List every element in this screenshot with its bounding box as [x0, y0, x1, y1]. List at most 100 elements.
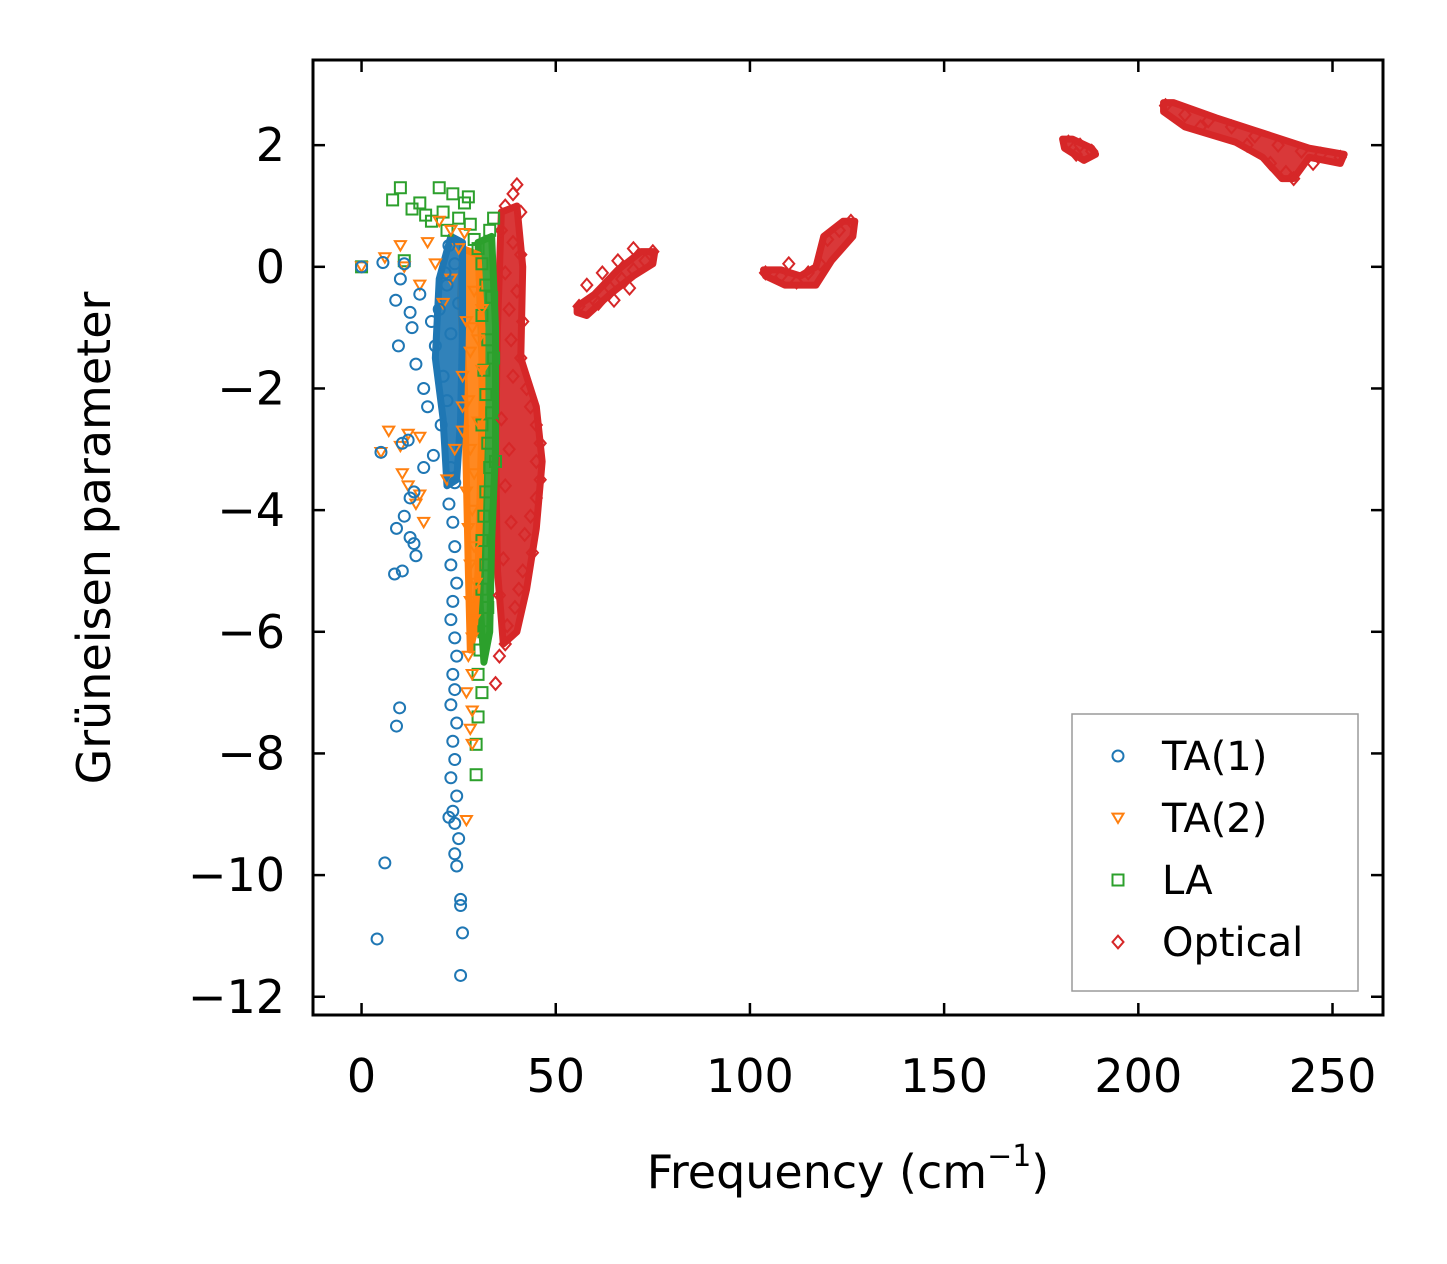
data-point-la-5: [413, 196, 427, 210]
data-point-la-19: [479, 278, 493, 292]
data-point-ta1-29: [417, 461, 431, 475]
data-point-la-8: [432, 181, 446, 195]
data-point-ta2-52: [474, 364, 490, 378]
data-point-ta1-50: [444, 613, 458, 627]
data-point-ta1-63: [452, 832, 466, 846]
data-point-ta2-34: [459, 486, 474, 499]
data-point-optical-26: [508, 599, 522, 616]
data-point-optical-47: [626, 240, 641, 257]
data-point-optical-49: [607, 292, 621, 309]
data-point-ta1-41: [370, 932, 384, 946]
data-point-la-17: [471, 242, 485, 256]
data-point-ta1-60: [450, 789, 464, 803]
data-point-optical-3: [513, 204, 528, 220]
data-point-la-11: [446, 187, 460, 201]
data-point-ta1-28: [403, 491, 417, 505]
data-point-ta2-47: [463, 723, 478, 737]
data-point-la-16: [467, 232, 481, 246]
data-point-optical-78: [1306, 155, 1320, 172]
data-point-optical-73: [1263, 155, 1278, 172]
data-point-optical-41: [626, 262, 641, 278]
data-point-optical-24: [515, 563, 530, 579]
data-point-ta1-69: [454, 968, 468, 982]
data-point-ta1-36: [388, 567, 402, 581]
data-point-la-43: [487, 351, 501, 365]
data-point-optical-68: [1248, 128, 1262, 144]
data-point-ta1-39: [390, 719, 404, 733]
data-point-la-10: [440, 223, 454, 237]
data-point-ta2-49: [459, 814, 474, 828]
data-point-ta1-40: [378, 856, 392, 870]
data-point-ta2-38: [463, 559, 478, 572]
data-point-ta1-15: [436, 369, 450, 383]
y-tick-label: −12: [188, 970, 285, 1024]
data-point-optical-45: [595, 265, 610, 281]
data-point-la-14: [461, 190, 475, 204]
data-point-ta1-58: [448, 753, 462, 767]
x-axis-label-close: ): [1031, 1145, 1049, 1199]
data-point-optical-20: [529, 490, 544, 506]
data-point-optical-6: [513, 246, 528, 263]
x-tick-label: 100: [706, 1049, 794, 1103]
data-point-ta2-13: [461, 395, 476, 408]
data-point-optical-50: [622, 280, 637, 296]
data-point-ta1-9: [413, 287, 427, 301]
data-point-optical-56: [820, 231, 835, 248]
y-tick-label: 0: [256, 240, 285, 294]
data-point-ta2-31: [455, 425, 470, 438]
data-point-ta2-22: [381, 425, 396, 438]
data-point-ta1-42: [444, 461, 458, 475]
data-point-ta2-51: [470, 416, 486, 429]
y-tick-label: −6: [217, 605, 285, 659]
data-point-ta1-52: [450, 649, 464, 663]
data-point-optical-57: [832, 222, 847, 239]
x-tick-label: 200: [1094, 1049, 1182, 1103]
data-point-ta2-17: [443, 224, 459, 238]
data-point-optical-36: [492, 587, 507, 604]
data-point-ta2-18: [431, 215, 447, 229]
data-point-ta2-42: [464, 632, 480, 645]
data-point-ta2-15: [466, 285, 482, 299]
data-point-optical-11: [504, 331, 518, 348]
data-point-optical-72: [1333, 149, 1348, 166]
legend-label-optical: Optical: [1162, 920, 1303, 966]
data-point-ta1-3: [391, 339, 405, 353]
data-point-ta1-7: [405, 321, 419, 335]
y-axis-label: Grüneisen parameter: [67, 291, 121, 784]
data-point-optical-18: [529, 453, 544, 470]
data-point-optical-29: [492, 648, 507, 664]
data-point-ta1-45: [446, 515, 460, 529]
data-point-optical-35: [496, 550, 511, 567]
x-axis-label-exponent: −1: [987, 1139, 1031, 1174]
data-point-ta1-4: [393, 272, 407, 286]
data-point-optical-55: [813, 255, 827, 272]
data-point-ta2-3: [397, 261, 412, 274]
data-point-ta2-16: [457, 227, 472, 241]
x-tick-label: 50: [526, 1049, 585, 1103]
data-point-ta1-23: [440, 394, 454, 408]
plot-area: [354, 97, 1348, 982]
legend-marker-ta1: [1111, 749, 1125, 763]
data-point-optical-67: [1224, 119, 1239, 135]
data-point-ta1-44: [442, 497, 456, 511]
data-point-optical-13: [506, 368, 520, 385]
data-point-optical-42: [638, 252, 652, 269]
data-point-la-34: [473, 643, 487, 657]
data-point-optical-58: [844, 213, 858, 230]
legend-marker-optical: [1111, 934, 1125, 950]
data-point-optical-64: [1158, 97, 1173, 114]
data-point-optical-51: [758, 265, 773, 281]
y-tick-label: −8: [217, 726, 285, 780]
x-tick-label: 0: [347, 1049, 376, 1103]
data-point-ta1-5: [397, 257, 411, 271]
data-point-ta1-46: [448, 540, 462, 554]
data-point-ta2-41: [466, 614, 482, 627]
data-point-ta2-39: [468, 577, 484, 591]
data-point-optical-37: [572, 298, 586, 315]
data-point-optical-25: [512, 581, 526, 598]
data-point-ta2-50: [455, 401, 470, 414]
data-point-ta1-10: [417, 381, 431, 395]
data-point-ta1-14: [432, 302, 446, 316]
legend-frame: [1071, 713, 1359, 992]
data-point-la-30: [479, 558, 493, 572]
